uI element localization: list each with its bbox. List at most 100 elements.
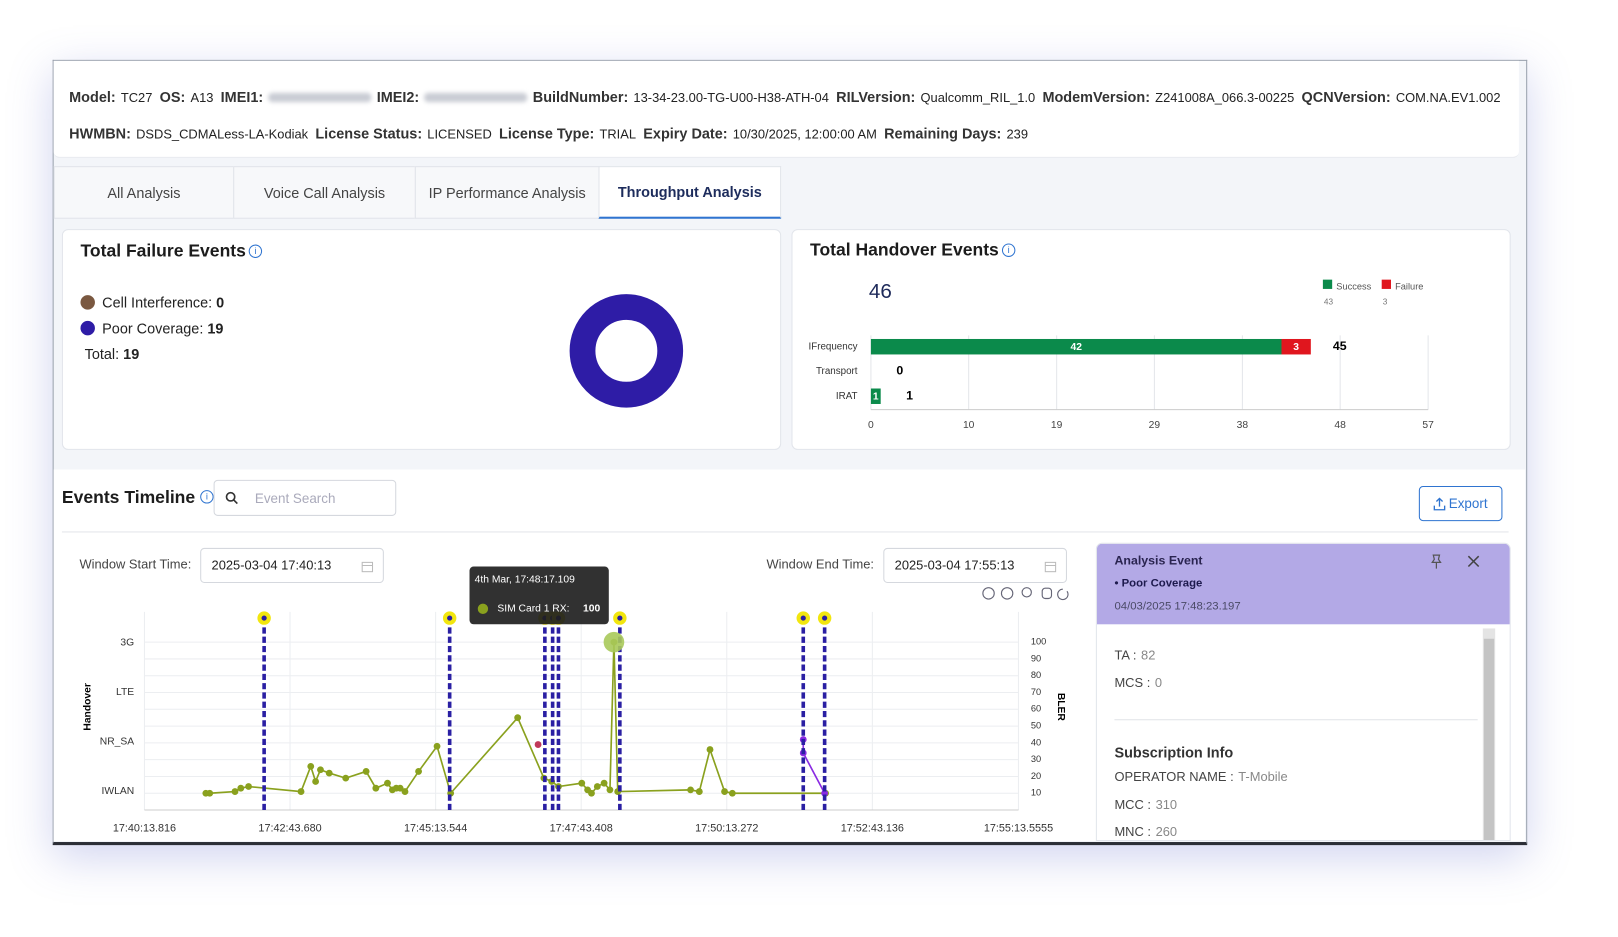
search-icon bbox=[225, 491, 238, 505]
info-label: License Status: bbox=[315, 124, 423, 142]
field: TA : 82 bbox=[1114, 647, 1155, 664]
panel-title: Total Handover Events bbox=[810, 239, 999, 260]
info-label: License Type: bbox=[499, 124, 595, 142]
window-start-label: Window Start Time: bbox=[79, 556, 192, 572]
tab[interactable]: Throughput Analysis bbox=[598, 166, 782, 219]
info-label: Expiry Date: bbox=[643, 124, 728, 142]
field-label: TA : bbox=[1114, 648, 1137, 663]
field-value: 0 bbox=[1154, 675, 1163, 691]
info-label: RILVersion: bbox=[836, 88, 916, 106]
pan[interactable] bbox=[1041, 587, 1053, 600]
info-value: A13 bbox=[190, 90, 214, 106]
info-value: COM.NA.EV1.002 bbox=[1395, 90, 1501, 106]
date-input[interactable]: 2025-03-04 17:40:13 bbox=[200, 547, 384, 584]
info-value: TRIAL bbox=[599, 126, 637, 142]
panel-actions bbox=[1431, 554, 1480, 569]
field: MCS : 0 bbox=[1114, 675, 1162, 692]
info-icon[interactable]: i bbox=[248, 244, 263, 258]
search-placeholder: Event Search bbox=[254, 490, 336, 507]
analysis-timestamp: 04/03/2025 17:48:23.197 bbox=[1114, 600, 1241, 613]
section-title: Events Timeline bbox=[61, 487, 196, 508]
calendar-icon bbox=[1044, 561, 1057, 573]
date-value: 2025-03-04 17:55:13 bbox=[894, 557, 1015, 573]
info-icon[interactable]: i bbox=[200, 490, 214, 504]
search-box[interactable]: Event Search bbox=[213, 479, 397, 516]
info-label: Remaining Days: bbox=[884, 124, 1002, 142]
export-icon bbox=[1433, 497, 1446, 511]
divider bbox=[1114, 719, 1478, 721]
info-value: 10/30/2025, 12:00:00 AM bbox=[732, 126, 877, 142]
zoom[interactable] bbox=[1021, 587, 1032, 598]
device-header bbox=[53, 60, 1519, 158]
info-value: 239 bbox=[1006, 126, 1029, 142]
divider bbox=[61, 531, 1509, 533]
redacted-value bbox=[424, 92, 528, 103]
legend-dot bbox=[80, 320, 95, 336]
scrollbar[interactable] bbox=[1482, 628, 1496, 840]
total-label-text: Total: bbox=[84, 345, 120, 363]
info-value: LICENSED bbox=[427, 126, 492, 142]
reset[interactable] bbox=[1057, 588, 1069, 601]
info-icon[interactable]: i bbox=[1001, 243, 1016, 257]
analysis-event: • Poor Coverage bbox=[1114, 577, 1203, 590]
field-label: MCS : bbox=[1114, 675, 1151, 691]
pin-icon[interactable] bbox=[1431, 554, 1442, 569]
field: OPERATOR NAME : T-Mobile bbox=[1114, 769, 1287, 786]
scroll-thumb[interactable] bbox=[1483, 638, 1495, 840]
legend-dot bbox=[80, 295, 95, 310]
field: MCC : 310 bbox=[1114, 796, 1177, 813]
device-info-row: Model: TC27 OS: A13 IMEI1: IMEI2: BuildNumber:… bbox=[69, 89, 1502, 106]
event-name: Poor Coverage bbox=[1121, 577, 1203, 590]
tab[interactable]: IP Performance Analysis bbox=[414, 166, 600, 219]
info-label: IMEI1: bbox=[220, 88, 264, 106]
field-value: 260 bbox=[1155, 824, 1178, 839]
total-label: Total: 19 bbox=[85, 347, 140, 361]
field-label: OPERATOR NAME : bbox=[1114, 769, 1234, 785]
legend-item: Cell Interference: 0 bbox=[102, 295, 224, 309]
field-value: T-Mobile bbox=[1238, 769, 1288, 785]
info-value: Z241008A_066.3-00225 bbox=[1155, 90, 1295, 106]
info-label: ModemVersion: bbox=[1042, 88, 1151, 106]
handover-panel bbox=[791, 229, 1511, 450]
zoom-in[interactable] bbox=[982, 587, 995, 600]
window-end-label: Window End Time: bbox=[766, 556, 875, 572]
legend-value: 19 bbox=[207, 319, 224, 337]
info-label: QCNVersion: bbox=[1301, 88, 1391, 106]
total-value: 19 bbox=[123, 345, 140, 363]
legend-value: 0 bbox=[216, 294, 225, 311]
handover-total: 46 bbox=[868, 280, 892, 304]
legend-label: Cell Interference: bbox=[102, 294, 213, 311]
info-value: TC27 bbox=[120, 90, 153, 106]
zoom-out[interactable] bbox=[1000, 587, 1014, 600]
close-icon[interactable] bbox=[1467, 555, 1480, 568]
analysis-title: Analysis Event bbox=[1114, 553, 1203, 568]
redacted-value bbox=[268, 92, 372, 103]
tab[interactable]: Voice Call Analysis bbox=[233, 166, 416, 219]
field: MNC : 260 bbox=[1114, 823, 1177, 840]
info-label: HWMBN: bbox=[69, 124, 131, 142]
panel-title: Total Failure Events bbox=[80, 240, 246, 261]
failure-panel bbox=[61, 229, 782, 450]
analysis-panel bbox=[1095, 542, 1511, 841]
info-value: DSDS_CDMALess-LA-Kodiak bbox=[136, 126, 309, 142]
export-button[interactable]: Export bbox=[1418, 486, 1503, 522]
field-label: MNC : bbox=[1114, 824, 1151, 839]
calendar-icon bbox=[361, 561, 374, 573]
chart-toolbar bbox=[982, 587, 1069, 601]
export-label: Export bbox=[1448, 495, 1488, 512]
info-value: 13-34-23.00-TG-U00-H38-ATH-04 bbox=[633, 90, 829, 106]
tab[interactable]: All Analysis bbox=[53, 166, 235, 219]
info-value: Qualcomm_RIL_1.0 bbox=[920, 90, 1036, 106]
device-info-row: HWMBN: DSDS_CDMALess-LA-Kodiak License Sta… bbox=[69, 125, 1030, 142]
info-label: OS: bbox=[159, 88, 186, 106]
field-label: MCC : bbox=[1114, 797, 1151, 812]
legend-label: Poor Coverage: bbox=[102, 319, 204, 337]
date-input[interactable]: 2025-03-04 17:55:13 bbox=[883, 547, 1067, 584]
analysis-header bbox=[1096, 543, 1510, 625]
field-value: 310 bbox=[1155, 797, 1178, 812]
info-label: IMEI2: bbox=[376, 88, 420, 106]
info-label: BuildNumber: bbox=[532, 88, 629, 106]
info-label: Model: bbox=[69, 88, 116, 106]
